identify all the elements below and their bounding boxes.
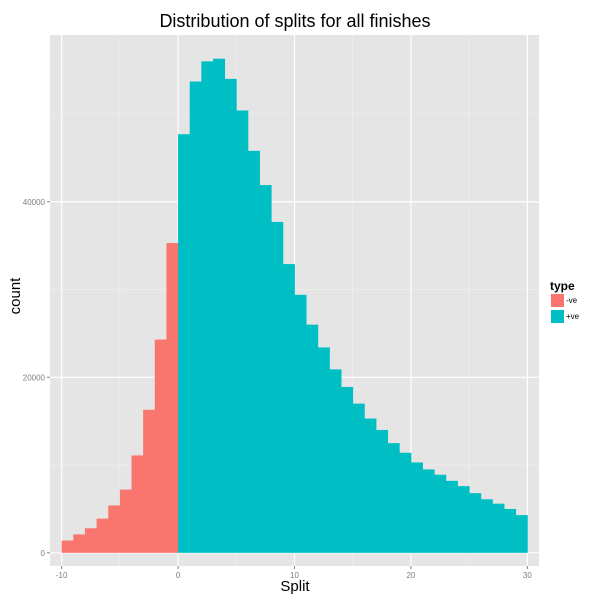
histogram-bar [445, 480, 458, 553]
x-axis-ticks: -10 0 10 20 30 [56, 566, 532, 580]
legend-label: +ve [566, 312, 580, 321]
histogram-bar [108, 505, 121, 553]
histogram-bar [387, 443, 400, 553]
legend-title: type [550, 279, 575, 293]
histogram-bar [515, 515, 528, 553]
legend-key [551, 294, 564, 307]
y-axis-ticks: 0 20000 40000 [23, 198, 50, 558]
histogram-bar [352, 403, 365, 553]
legend-key [551, 310, 564, 323]
histogram-bar [131, 455, 144, 553]
legend-label: -ve [566, 296, 578, 305]
histogram-bar [119, 489, 132, 553]
histogram-bar [306, 324, 319, 553]
histogram-bar [364, 418, 377, 553]
x-tick-label: 30 [523, 571, 532, 580]
histogram-bar [271, 221, 284, 553]
histogram-bar [376, 429, 389, 553]
histogram-bar [213, 58, 226, 553]
histogram-bar [399, 452, 412, 553]
histogram-bar [422, 469, 435, 553]
histogram-bar [259, 185, 272, 553]
histogram-bar [492, 503, 505, 553]
x-tick-label: 0 [176, 571, 181, 580]
y-tick-label: 20000 [23, 373, 46, 382]
histogram-bar [224, 78, 237, 553]
x-tick-label: 20 [406, 571, 415, 580]
histogram-bar [434, 474, 447, 553]
y-tick-label: 0 [41, 549, 46, 558]
histogram-bar [329, 369, 342, 553]
histogram-bar [247, 150, 260, 553]
histogram-bar [143, 409, 156, 553]
histogram-bar [410, 462, 423, 553]
histogram-bar [480, 499, 493, 553]
histogram-bar [166, 243, 179, 553]
histogram-bar [201, 61, 214, 553]
histogram-bar [469, 493, 482, 553]
histogram-bar [61, 540, 74, 553]
histogram-bar [73, 534, 86, 553]
legend: type -ve +ve [550, 279, 580, 323]
x-tick-label: -10 [56, 571, 68, 580]
histogram-bar [84, 528, 97, 553]
histogram-bar [341, 386, 354, 553]
x-axis-title: Split [280, 578, 310, 595]
chart-title: Distribution of splits for all finishes [159, 11, 430, 31]
x-tick-label: 10 [290, 571, 299, 580]
histogram-bar [317, 347, 330, 553]
histogram-bars [61, 58, 528, 553]
y-axis-title: count [7, 277, 24, 315]
histogram-bar [96, 518, 109, 553]
histogram-bar [236, 110, 249, 553]
histogram-bar [154, 339, 167, 553]
histogram-bar [282, 264, 295, 553]
histogram-bar [504, 508, 517, 553]
histogram-bar [189, 81, 202, 553]
y-tick-label: 40000 [23, 198, 46, 207]
histogram-bar [457, 486, 470, 553]
histogram-bar [178, 134, 191, 553]
histogram-bar [294, 294, 307, 553]
